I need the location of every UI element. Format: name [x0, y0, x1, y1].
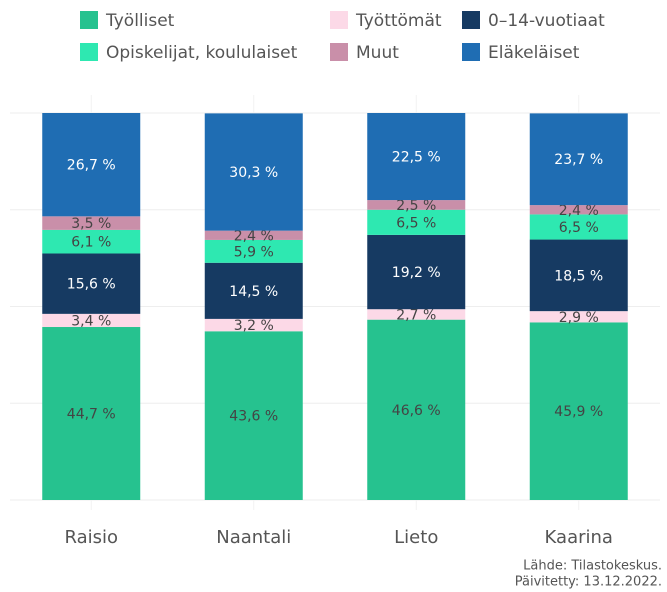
- bar-segment: [204, 230, 303, 240]
- data-label: 46,6 %: [392, 403, 441, 419]
- data-label: 26,7 %: [67, 158, 116, 174]
- bar-segment: [204, 113, 303, 231]
- data-label: 14,5 %: [229, 284, 278, 300]
- legend-label: Työttömät: [355, 11, 442, 31]
- bar-segment: [367, 234, 466, 310]
- legend-label: Työlliset: [105, 11, 175, 31]
- legend-swatch: [330, 43, 348, 61]
- legend-label: 0–14-vuotiaat: [488, 11, 605, 31]
- data-label: 3,5 %: [71, 216, 111, 232]
- source: Lähde: Tilastokeskus.: [523, 559, 662, 574]
- bar-segment: [204, 262, 303, 319]
- bar-segment: [367, 209, 466, 235]
- data-label: 2,9 %: [559, 310, 599, 326]
- data-label: 2,5 %: [396, 198, 436, 214]
- x-tick-label: Raisio: [64, 527, 118, 548]
- data-label: 15,6 %: [67, 277, 116, 293]
- bar-segment: [42, 216, 141, 230]
- data-label: 3,2 %: [234, 318, 274, 334]
- data-label: 6,1 %: [71, 235, 111, 251]
- bar-segment: [42, 113, 141, 217]
- data-label: 5,9 %: [234, 244, 274, 260]
- legend-swatch: [80, 11, 98, 29]
- legend-label: Eläkeläiset: [488, 43, 580, 63]
- legend-swatch: [80, 43, 98, 61]
- data-label: 2,4 %: [559, 203, 599, 219]
- bar-segment: [529, 239, 628, 312]
- bar-segment: [529, 214, 628, 240]
- x-tick-label: Kaarina: [545, 527, 613, 548]
- legend-label: Muut: [356, 43, 399, 63]
- data-label: 3,4 %: [71, 313, 111, 329]
- x-tick-label: Naantali: [216, 527, 291, 548]
- bar-segment: [42, 253, 141, 314]
- data-label: 2,7 %: [396, 307, 436, 323]
- updated: Päivitetty: 13.12.2022.: [515, 575, 662, 590]
- data-label: 45,9 %: [554, 404, 603, 420]
- bar-segment: [204, 331, 303, 500]
- data-label: 22,5 %: [392, 150, 441, 166]
- bar-segment: [204, 318, 303, 332]
- bar-segment: [367, 200, 466, 210]
- data-label: 44,7 %: [67, 407, 116, 423]
- data-label: 23,7 %: [554, 152, 603, 168]
- bar-segment: [42, 229, 141, 254]
- data-label: 43,6 %: [229, 409, 278, 425]
- legend-swatch: [462, 43, 480, 61]
- data-label: 2,4 %: [234, 228, 274, 244]
- bar-segment: [367, 319, 466, 500]
- data-label: 6,5 %: [396, 215, 436, 231]
- x-tick-label: Lieto: [394, 527, 438, 548]
- legend-label: Opiskelijat, koululaiset: [106, 43, 298, 63]
- bar-segment: [529, 311, 628, 323]
- bar-segment: [367, 113, 466, 201]
- bar-segment: [529, 322, 628, 500]
- bar-segment: [367, 309, 466, 320]
- data-label: 6,5 %: [559, 220, 599, 236]
- data-label: 18,5 %: [554, 268, 603, 284]
- bar-segment: [204, 239, 303, 263]
- data-label: 30,3 %: [229, 165, 278, 181]
- legend-swatch: [330, 11, 348, 29]
- legend-swatch: [462, 11, 480, 29]
- bar-segment: [42, 327, 141, 500]
- bar-segment: [529, 113, 628, 206]
- bar-segment: [42, 313, 141, 328]
- bar-segment: [529, 205, 628, 215]
- data-label: 19,2 %: [392, 265, 441, 281]
